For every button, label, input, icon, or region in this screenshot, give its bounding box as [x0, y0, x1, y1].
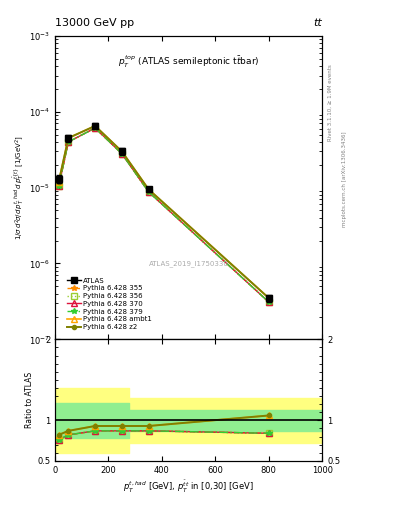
Text: tt: tt [314, 18, 322, 28]
Text: $p_T^{top}$ (ATLAS semileptonic t$\bar{t}$bar): $p_T^{top}$ (ATLAS semileptonic t$\bar{t… [118, 54, 259, 70]
Text: ATLAS_2019_I1750330: ATLAS_2019_I1750330 [149, 260, 229, 267]
Text: 13000 GeV pp: 13000 GeV pp [55, 18, 134, 28]
X-axis label: $p_T^{t,had}$ [GeV], $p_T^{\bar{t}t}$ in [0,30] [GeV]: $p_T^{t,had}$ [GeV], $p_T^{\bar{t}t}$ in… [123, 479, 254, 495]
Text: Rivet 3.1.10, ≥ 1.9M events: Rivet 3.1.10, ≥ 1.9M events [328, 64, 333, 141]
Y-axis label: $1 / \sigma \, d^2\!\sigma / d \, p_T^{t,had} \, d \, p_T^{\bar{t}\{t\}} \, [1/\: $1 / \sigma \, d^2\!\sigma / d \, p_T^{t… [11, 135, 26, 240]
Legend: ATLAS, Pythia 6.428 355, Pythia 6.428 356, Pythia 6.428 370, Pythia 6.428 379, P: ATLAS, Pythia 6.428 355, Pythia 6.428 35… [64, 275, 155, 333]
Y-axis label: Ratio to ATLAS: Ratio to ATLAS [25, 372, 34, 428]
Text: mcplots.cern.ch [arXiv:1306.3436]: mcplots.cern.ch [arXiv:1306.3436] [342, 132, 347, 227]
